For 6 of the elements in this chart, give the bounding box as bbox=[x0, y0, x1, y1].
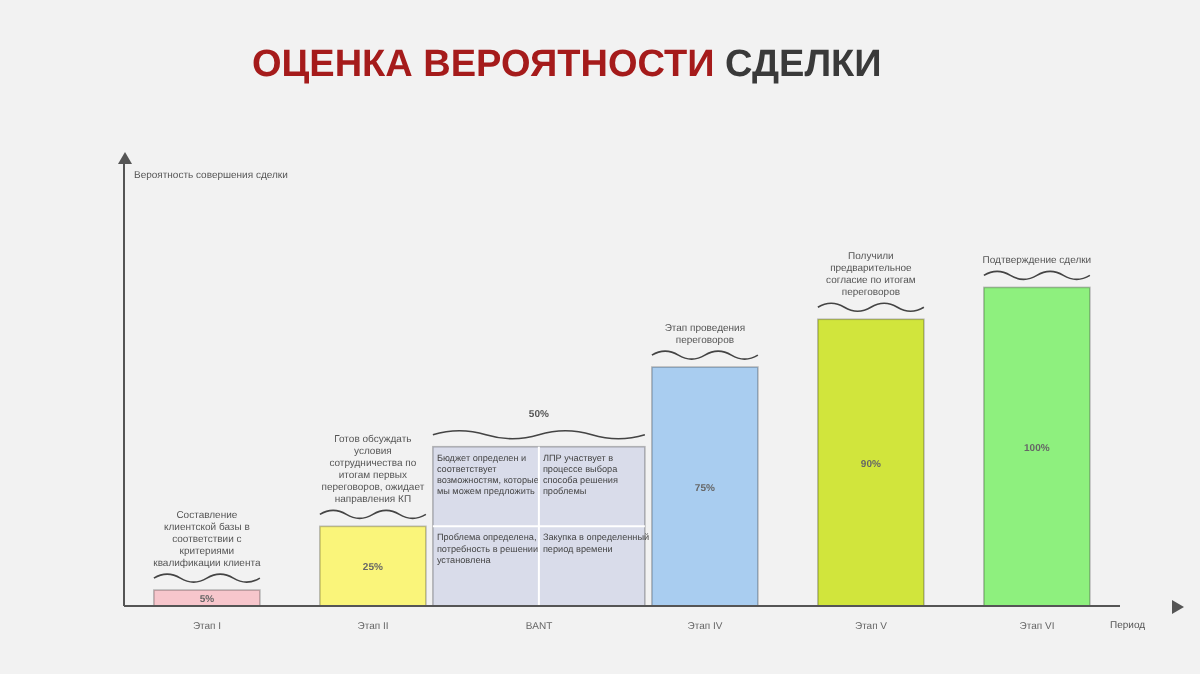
bar bbox=[319, 525, 427, 606]
bar bbox=[153, 589, 261, 606]
bar bbox=[983, 286, 1091, 606]
bar bbox=[651, 366, 759, 606]
bar bbox=[817, 318, 925, 606]
chart-title: ОЦЕНКА ВЕРОЯТНОСТИ СДЕЛКИ bbox=[252, 44, 882, 86]
